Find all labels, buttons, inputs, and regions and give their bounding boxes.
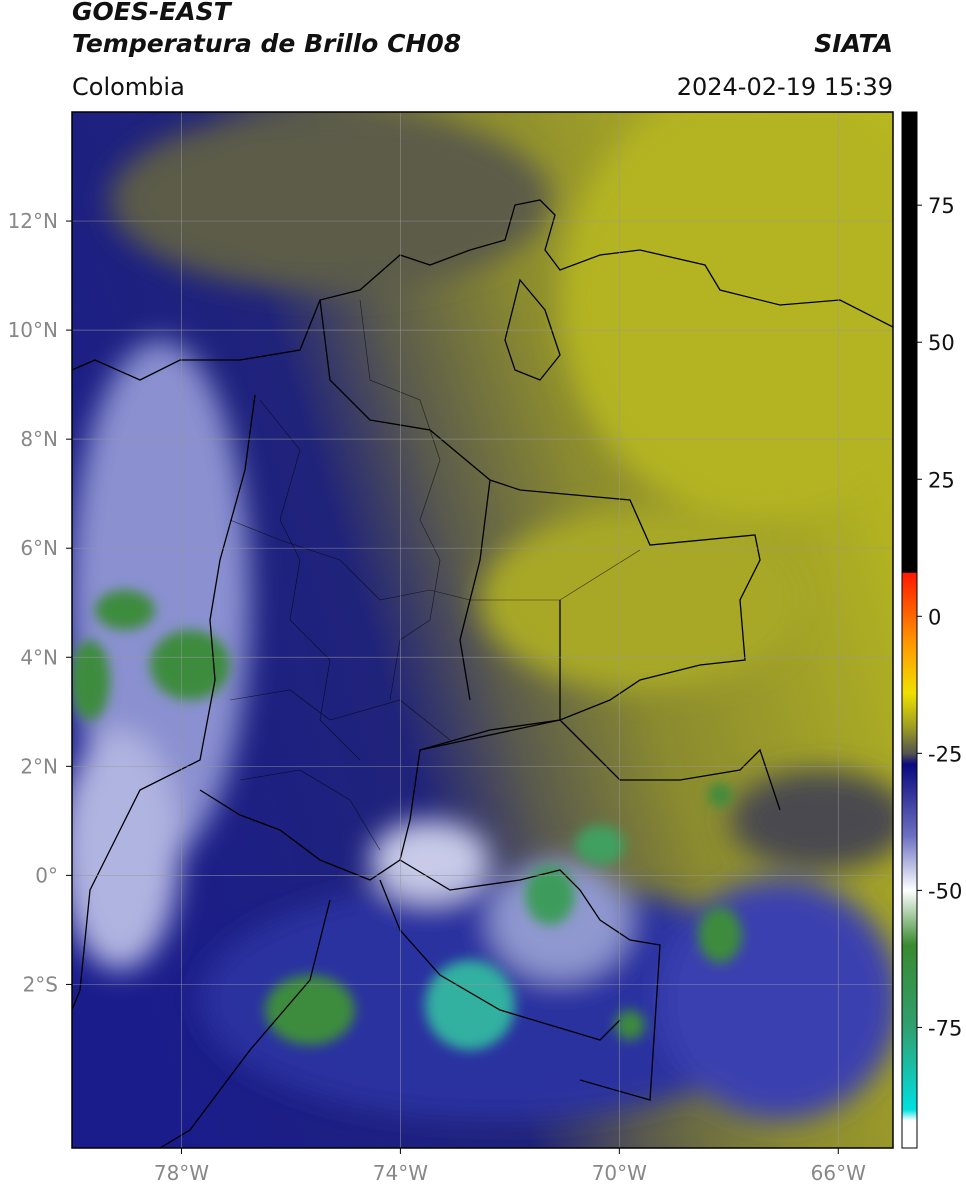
- lat-tick-label: 10°N: [8, 318, 58, 342]
- lon-tick-label: 74°W: [373, 1161, 428, 1185]
- datetime: 2024-02-19 15:39: [677, 73, 893, 101]
- subtitle: Temperatura de Brillo CH08: [72, 29, 461, 58]
- lat-tick-label: 4°N: [20, 645, 58, 669]
- title: GOES-EAST: [72, 0, 233, 26]
- lon-tick-label: 70°W: [592, 1161, 647, 1185]
- colorbar-tick-label: -75: [928, 1016, 962, 1040]
- satellite-image: [72, 112, 893, 1148]
- colorbar-tick-label: -50: [928, 879, 962, 903]
- map-frame: [71, 111, 894, 1149]
- lon-tick-label: 66°W: [811, 1161, 866, 1185]
- colorbar-tick-label: 25: [928, 468, 955, 492]
- grid: [72, 112, 893, 1148]
- colorbar-tick-label: 50: [928, 331, 955, 355]
- source: SIATA: [814, 29, 893, 58]
- colorbar-tick-label: 75: [928, 194, 955, 218]
- lat-tick-label: 12°N: [8, 209, 58, 233]
- lon-tick-label: 78°W: [154, 1161, 209, 1185]
- lat-tick-label: 2°S: [23, 972, 58, 996]
- lat-tick-label: 0°: [35, 863, 58, 887]
- lat-tick-label: 2°N: [20, 754, 58, 778]
- colorbar-tick-label: 0: [928, 605, 941, 629]
- region: Colombia: [72, 73, 185, 101]
- colorbar-tick-label: -25: [928, 742, 962, 766]
- colorbar: [901, 111, 918, 1149]
- lat-tick-label: 6°N: [20, 536, 58, 560]
- lat-tick-label: 8°N: [20, 427, 58, 451]
